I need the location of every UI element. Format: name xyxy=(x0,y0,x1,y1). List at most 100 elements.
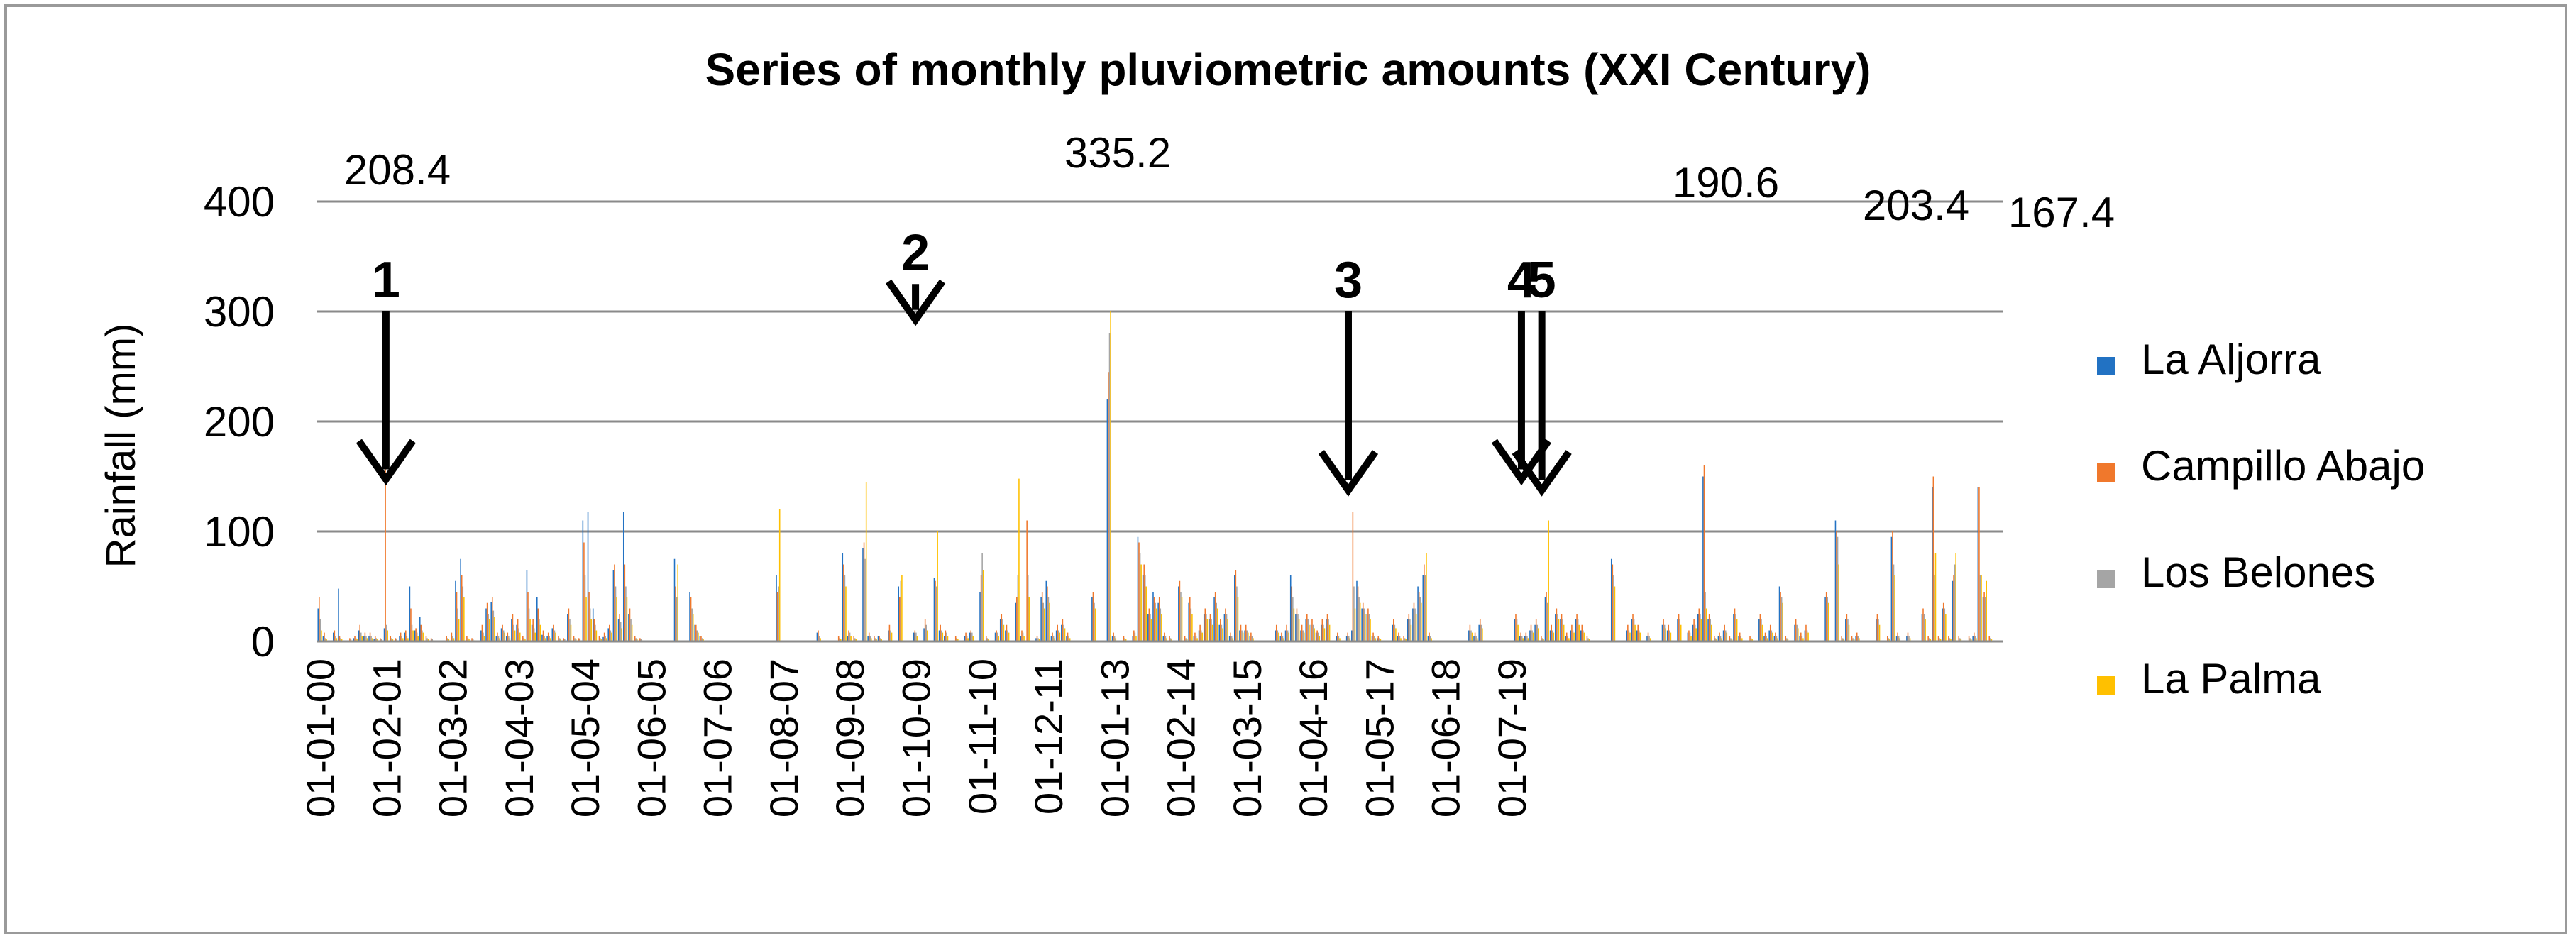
bar xyxy=(1953,575,1954,641)
bar xyxy=(629,608,631,641)
bar xyxy=(615,586,617,641)
bar xyxy=(1698,608,1700,641)
bar xyxy=(1108,333,1111,641)
bar xyxy=(1749,636,1751,641)
bar xyxy=(621,628,623,641)
bar xyxy=(1521,636,1523,641)
annotation-arrow-head xyxy=(886,279,946,326)
bar xyxy=(1561,614,1563,641)
bar xyxy=(549,636,551,641)
bar xyxy=(1634,624,1636,641)
bar xyxy=(1115,638,1117,641)
bar xyxy=(1536,624,1539,641)
bar xyxy=(1778,586,1780,641)
bar xyxy=(996,632,998,641)
bar xyxy=(1407,619,1409,641)
bar xyxy=(945,630,947,641)
bar xyxy=(1859,638,1860,641)
bar xyxy=(595,630,598,641)
bar xyxy=(691,608,693,641)
bar xyxy=(1775,632,1776,641)
bar xyxy=(446,636,447,641)
bar xyxy=(399,636,400,641)
bar xyxy=(340,638,341,641)
bar xyxy=(416,632,418,641)
bar xyxy=(412,630,414,641)
bar xyxy=(511,619,512,641)
bar xyxy=(1140,564,1142,641)
bar xyxy=(458,619,460,641)
bar xyxy=(500,628,502,641)
bar xyxy=(332,632,334,641)
bar xyxy=(1194,632,1196,641)
bar xyxy=(1314,628,1315,641)
bar xyxy=(1514,619,1516,641)
bar xyxy=(400,632,402,641)
bar xyxy=(1037,638,1039,641)
bar xyxy=(1162,636,1165,641)
bar xyxy=(324,638,326,641)
bar xyxy=(1565,632,1568,641)
bar xyxy=(1275,624,1277,641)
bar xyxy=(1358,597,1360,641)
bar xyxy=(1152,592,1154,641)
bar xyxy=(916,636,918,641)
legend-swatch xyxy=(2097,357,2115,375)
bar xyxy=(1357,586,1359,641)
bar xyxy=(1026,520,1028,641)
bar xyxy=(1311,619,1313,641)
bar xyxy=(938,630,940,641)
bar xyxy=(1124,638,1125,641)
bar xyxy=(1193,636,1195,641)
bar xyxy=(1804,630,1806,641)
bar xyxy=(1246,630,1248,641)
bar xyxy=(1890,536,1893,641)
bar xyxy=(879,636,880,641)
bar xyxy=(1289,575,1292,641)
bar xyxy=(1960,639,1962,641)
bar xyxy=(1062,619,1064,641)
bar xyxy=(1186,639,1188,641)
bar xyxy=(1614,586,1616,641)
bar xyxy=(1066,636,1067,641)
bar xyxy=(1551,624,1552,641)
annotation-number: 2 xyxy=(901,224,930,281)
bar xyxy=(1015,602,1017,641)
bar xyxy=(1612,564,1614,641)
bar xyxy=(1549,630,1551,641)
bar xyxy=(512,614,514,641)
bar xyxy=(1945,614,1947,641)
bar xyxy=(321,630,322,641)
bar xyxy=(689,592,690,641)
bar xyxy=(317,608,319,641)
bar xyxy=(1206,619,1209,641)
bar xyxy=(1231,636,1233,641)
bar xyxy=(1688,630,1690,641)
bar xyxy=(1906,636,1908,641)
bar xyxy=(589,608,591,641)
bar xyxy=(1228,636,1231,641)
bar xyxy=(1473,636,1475,641)
y-tick-label: 0 xyxy=(251,618,275,666)
bar xyxy=(612,570,615,641)
legend-label: La Palma xyxy=(2141,655,2321,702)
bar xyxy=(1200,630,1202,641)
bar xyxy=(1142,575,1144,641)
bar xyxy=(1852,638,1854,641)
bar xyxy=(554,630,556,641)
bar xyxy=(1094,608,1096,641)
bar xyxy=(1851,636,1853,641)
bar xyxy=(544,638,546,641)
bar xyxy=(1251,636,1253,641)
bar xyxy=(1629,632,1631,641)
bar xyxy=(1054,638,1055,641)
bar xyxy=(539,619,540,641)
bar xyxy=(1209,619,1210,641)
bar xyxy=(1776,636,1778,641)
legend: La Aljorra Campillo Abajo Los Belones La Pa… xyxy=(2097,336,2425,702)
bar xyxy=(1379,638,1380,641)
bar xyxy=(1710,624,1712,641)
bar xyxy=(1471,632,1473,641)
bar xyxy=(1094,602,1095,641)
